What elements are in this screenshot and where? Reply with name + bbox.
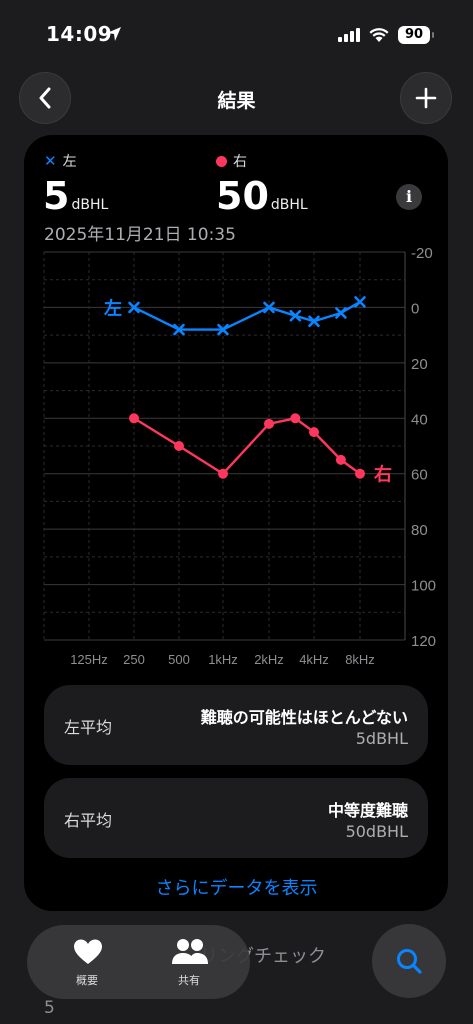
legend-right-label: 右: [233, 154, 247, 170]
y-tick-label: 80: [411, 522, 428, 539]
series-label-left: 左: [104, 297, 122, 319]
data-point-right: [174, 441, 184, 451]
data-point-left: [354, 296, 366, 308]
left-unit: dBHL: [71, 197, 109, 213]
y-tick-label: 100: [411, 578, 436, 595]
data-point-left: [173, 323, 185, 336]
right-result: 50 dBHL: [216, 174, 308, 227]
legend-left-label: 左: [62, 154, 77, 170]
data-point-left: [308, 315, 320, 328]
right-unit: dBHL: [270, 197, 308, 213]
audiogram-chart: -20 0 20 40 60 80 100 120 125Hz 250 500 1kHz 2kHz 4kH…: [43, 245, 436, 667]
x-tick-label: 500: [168, 652, 190, 667]
x-tick-label: 125Hz: [70, 652, 108, 667]
legend-right: 右: [216, 151, 247, 171]
chevron-left-icon: [39, 87, 51, 109]
cellular-signal-icon: [338, 28, 360, 42]
status-bar: 14:09 90: [0, 0, 473, 60]
x-marker-icon: ✕: [44, 152, 57, 170]
data-point-right: [129, 413, 139, 424]
circle-marker-icon: [216, 155, 227, 167]
battery-indicator: 90: [398, 26, 434, 44]
add-button[interactable]: [400, 72, 452, 124]
data-point-left: [217, 323, 229, 336]
x-tick-label: 1kHz: [208, 652, 238, 667]
left-average-title: 難聴の可能性はほとんどない: [200, 708, 408, 727]
right-average-value: 50dBHL: [345, 822, 408, 841]
right-average-title: 中等度難聴: [327, 801, 408, 820]
series-label-right: 右: [374, 464, 392, 486]
right-average-card: 右平均 中等度難聴 50dBHL: [44, 778, 428, 858]
data-point-left: [289, 309, 302, 322]
y-tick-label: 60: [411, 467, 428, 484]
x-tick-label: 8kHz: [345, 652, 375, 667]
left-average-value: 5dBHL: [355, 729, 408, 748]
series-line-left: [133, 300, 361, 331]
heart-icon: [74, 939, 102, 964]
search-icon: [397, 949, 422, 974]
show-more-link[interactable]: さらにデータを表示: [155, 878, 318, 899]
test-date: 2025年11月21日 10:35: [44, 225, 236, 245]
people-icon: [172, 939, 208, 964]
y-tick-label: -20: [411, 245, 433, 262]
tab-bar: 概要 共有: [27, 925, 250, 999]
data-point-right: [218, 468, 228, 479]
data-point-right: [335, 454, 346, 465]
x-tick-label: 2kHz: [254, 652, 284, 667]
search-button[interactable]: [372, 924, 446, 998]
info-button[interactable]: i: [396, 184, 422, 210]
wifi-icon: [369, 28, 389, 42]
y-tick-label: 40: [411, 411, 428, 428]
location-arrow-icon: [107, 27, 121, 41]
plus-icon: [415, 87, 437, 109]
right-value: 50: [216, 174, 269, 218]
peek-value: 5: [44, 998, 55, 1018]
tab-sharing[interactable]: 共有: [139, 925, 239, 999]
left-average-label: 左平均: [64, 718, 113, 737]
right-average-label: 右平均: [64, 811, 113, 830]
status-time: 14:09: [46, 22, 113, 46]
legend-left: ✕ 左: [44, 151, 77, 171]
left-value: 5: [43, 174, 70, 218]
data-point-right: [290, 413, 301, 424]
y-tick-label: 0: [411, 300, 419, 317]
x-tick-label: 4kHz: [299, 652, 329, 667]
tab-summary[interactable]: 概要: [37, 925, 137, 999]
back-button[interactable]: [19, 72, 71, 124]
left-average-card: 左平均 難聴の可能性はほとんどない 5dBHL: [44, 685, 428, 765]
data-point-left: [128, 301, 140, 314]
x-tick-label: 250: [123, 652, 145, 667]
data-point-right: [309, 427, 319, 438]
page-title: 結果: [217, 90, 256, 112]
y-tick-label: 120: [411, 633, 436, 650]
data-point-right: [355, 468, 365, 479]
data-point-left: [335, 307, 347, 319]
left-result: 5 dBHL: [43, 174, 108, 227]
series-line-right: [133, 417, 361, 475]
tab-summary-label: 概要: [76, 974, 98, 987]
data-point-left: [263, 301, 275, 314]
data-point-right: [264, 418, 274, 429]
y-tick-label: 20: [411, 356, 428, 373]
tab-sharing-label: 共有: [178, 974, 200, 987]
